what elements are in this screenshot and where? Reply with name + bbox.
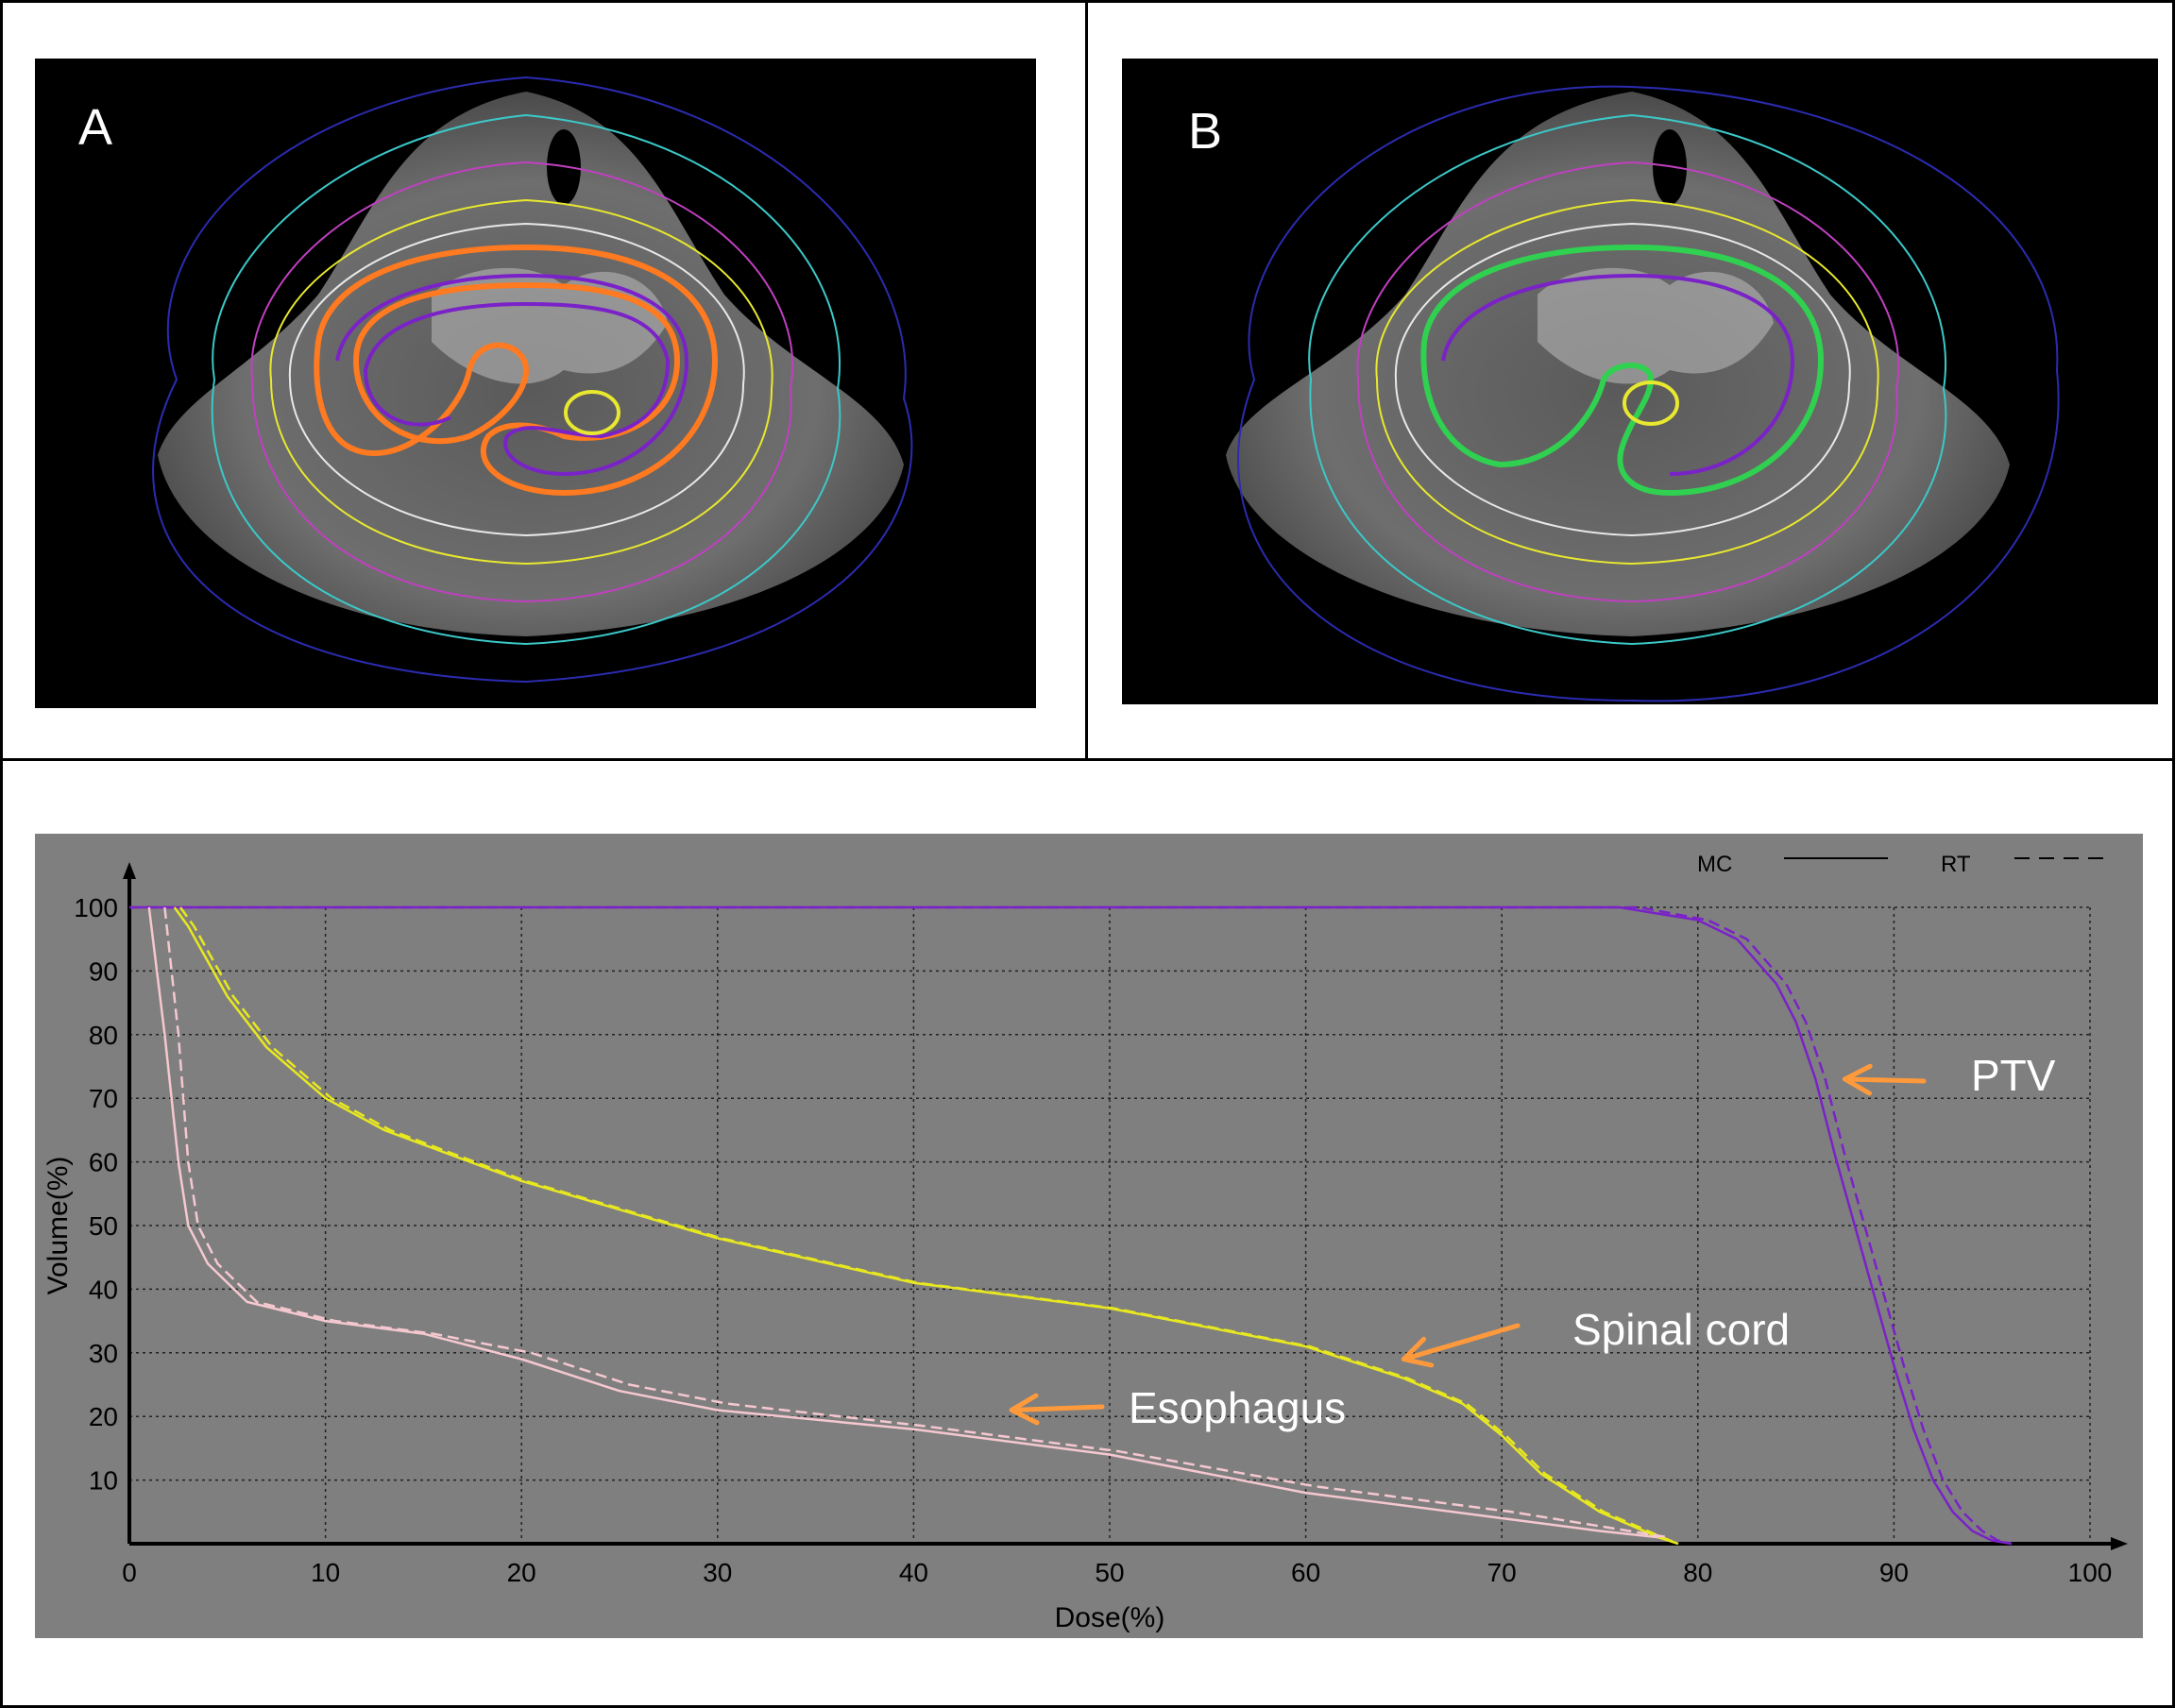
- x-tick-label: 80: [1683, 1558, 1712, 1587]
- x-axis-label: Dose(%): [1055, 1602, 1165, 1633]
- isodose-white: [288, 222, 745, 537]
- annotation-arrow: [1009, 1404, 1105, 1412]
- annotation-arrow: [1843, 1076, 1927, 1084]
- x-axis-arrow: [2111, 1537, 2128, 1550]
- y-tick-label: 70: [89, 1084, 118, 1113]
- y-axis-arrow: [123, 862, 136, 879]
- y-tick-label: 10: [89, 1466, 118, 1496]
- isodose-blue: [152, 76, 913, 684]
- legend-label-mc: MC: [1697, 852, 1732, 877]
- panel-label-b: B: [1188, 103, 1223, 160]
- y-tick-label: 50: [89, 1211, 118, 1241]
- annotation-arrow: [1401, 1323, 1521, 1362]
- isodose-yellow: [1375, 198, 1879, 566]
- ct-image-a: A: [35, 59, 1036, 708]
- isodose-cyan: [211, 113, 841, 646]
- x-tick-label: 90: [1879, 1558, 1909, 1587]
- ct-scan-a: [152, 76, 913, 684]
- annotation-arrowhead: [1401, 1336, 1435, 1368]
- isodose-blue: [1237, 85, 2060, 702]
- annotation-esophagus: Esophagus: [1129, 1383, 1346, 1432]
- ptv-contour-orange: [314, 244, 719, 497]
- isodose-magenta: [1356, 161, 1900, 603]
- y-tick-label: 90: [89, 956, 118, 986]
- x-tick-label: 0: [122, 1558, 137, 1587]
- spinal-cord-contour: [1623, 380, 1679, 426]
- panel-label-a: A: [78, 99, 113, 156]
- annotations: PTV Spinal cord Esophagus: [1009, 1051, 2056, 1432]
- series-spinal-cord-rt: [178, 906, 1679, 1546]
- series: [129, 905, 2013, 1546]
- bright-structure: [1538, 267, 1774, 384]
- tick-labels: 0 10 20 30 40 50 60 70 80 90 100 10 20 30 40 50 60 70 80 90…: [74, 893, 2112, 1587]
- panel-c: 0 10 20 30 40 50 60 70 80 90 100 10 20 30 40 50 60 70 80 90…: [0, 758, 2175, 1708]
- y-axis-label: Volume(%): [42, 1157, 74, 1295]
- annotation-arrowhead: [1009, 1393, 1040, 1426]
- series-ptv-mc: [129, 905, 2013, 1546]
- y-tick-label: 40: [89, 1275, 118, 1304]
- legend: MC RT: [1697, 852, 2113, 877]
- isodose-magenta: [250, 161, 794, 603]
- annotation-spinal-cord: Spinal cord: [1572, 1305, 1790, 1354]
- bright-structure: [432, 267, 668, 384]
- series-esophagus-mc: [147, 906, 1659, 1539]
- x-tick-label: 10: [311, 1558, 340, 1587]
- x-tick-label: 50: [1095, 1558, 1124, 1587]
- x-tick-label: 30: [703, 1558, 732, 1587]
- dvh-plot: 0 10 20 30 40 50 60 70 80 90 100 10 20 30 40 50 60 70 80 90…: [42, 852, 2128, 1633]
- isodose-white: [1394, 222, 1851, 537]
- ptv-contour-green: [1420, 244, 1825, 497]
- y-tick-label: 80: [89, 1021, 118, 1050]
- spinal-cord-contour: [564, 390, 620, 435]
- y-tick-label: 30: [89, 1339, 118, 1368]
- y-tick-label: 60: [89, 1148, 118, 1177]
- y-tick-label: 20: [89, 1402, 118, 1431]
- panel-a: A: [0, 0, 1088, 761]
- x-tick-label: 60: [1291, 1558, 1320, 1587]
- series-esophagus-rt: [163, 906, 1669, 1539]
- dvh-chart: 0 10 20 30 40 50 60 70 80 90 100 10 20 30 40 50 60 70 80 90…: [35, 834, 2143, 1638]
- legend-label-rt: RT: [1941, 852, 1971, 877]
- x-tick-label: 40: [899, 1558, 928, 1587]
- isodose-cyan: [1308, 113, 1947, 646]
- y-tick-label: 100: [74, 893, 118, 922]
- annotation-arrowhead: [1843, 1063, 1873, 1096]
- panel-b: B: [1085, 0, 2175, 761]
- x-tick-label: 70: [1487, 1558, 1517, 1587]
- series-ptv-rt: [129, 905, 2013, 1546]
- annotation-ptv: PTV: [1971, 1051, 2056, 1100]
- ptv-contour-purple: [1441, 273, 1795, 476]
- x-tick-label: 100: [2068, 1558, 2113, 1587]
- ptv-contour-purple: [335, 273, 689, 477]
- ct-scan-b: [1226, 85, 2060, 702]
- ct-image-b: B: [1122, 59, 2158, 704]
- isodose-yellow: [269, 198, 773, 566]
- x-tick-label: 20: [507, 1558, 536, 1587]
- axes: [123, 862, 2128, 1550]
